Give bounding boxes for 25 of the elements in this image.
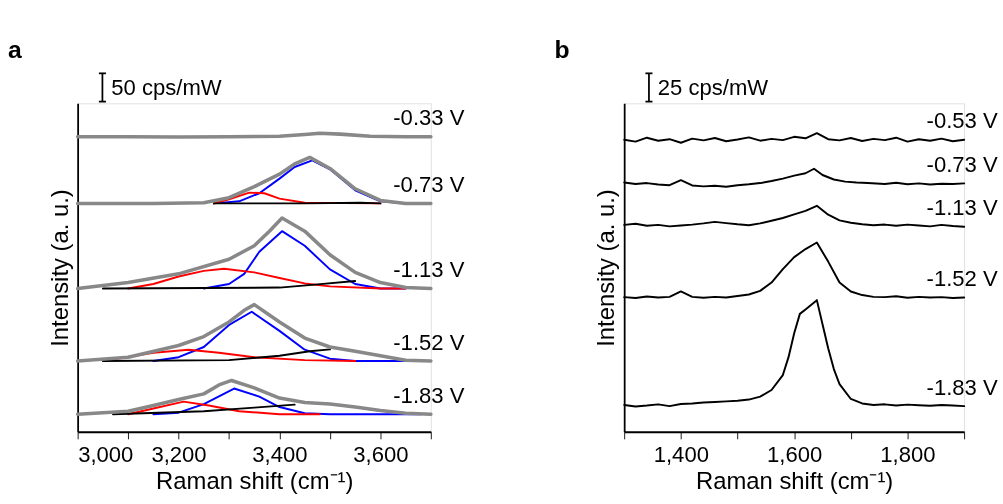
y-axis-title: Intensity (a. u.) (592, 189, 620, 347)
x-tick-label: 3,000 (78, 442, 134, 468)
x-tick-label: 1,400 (653, 442, 709, 468)
x-tick-label: 3,200 (151, 442, 207, 468)
x-tick-label: 3,400 (252, 442, 308, 468)
series-label: -0.73 V (926, 151, 998, 177)
x-axis-title: Raman shift (cm⁻¹) (156, 466, 354, 494)
chart-title: a (7, 36, 22, 64)
x-tick-label: 1,800 (880, 442, 936, 468)
series-label: -0.73 V (393, 171, 465, 197)
x-tick-label: 1,600 (767, 442, 823, 468)
series-label: -1.83 V (393, 382, 465, 408)
text: 25 cps/mW (657, 74, 769, 100)
series-label: -1.52 V (393, 329, 465, 355)
series-label: -1.13 V (393, 257, 465, 283)
y-axis-title: Intensity (a. u.) (45, 189, 73, 347)
series-label: -0.33 V (393, 105, 465, 131)
chart-title: b (554, 36, 570, 64)
x-axis-title: Raman shift (cm⁻¹) (695, 466, 894, 494)
series-label: -1.52 V (926, 265, 998, 291)
series-label: -1.13 V (926, 195, 998, 221)
x-tick-label: 3,600 (353, 442, 409, 468)
text: 50 cps/mW (111, 74, 222, 100)
series-label: -1.83 V (926, 374, 998, 400)
series-label: -0.53 V (926, 108, 998, 134)
